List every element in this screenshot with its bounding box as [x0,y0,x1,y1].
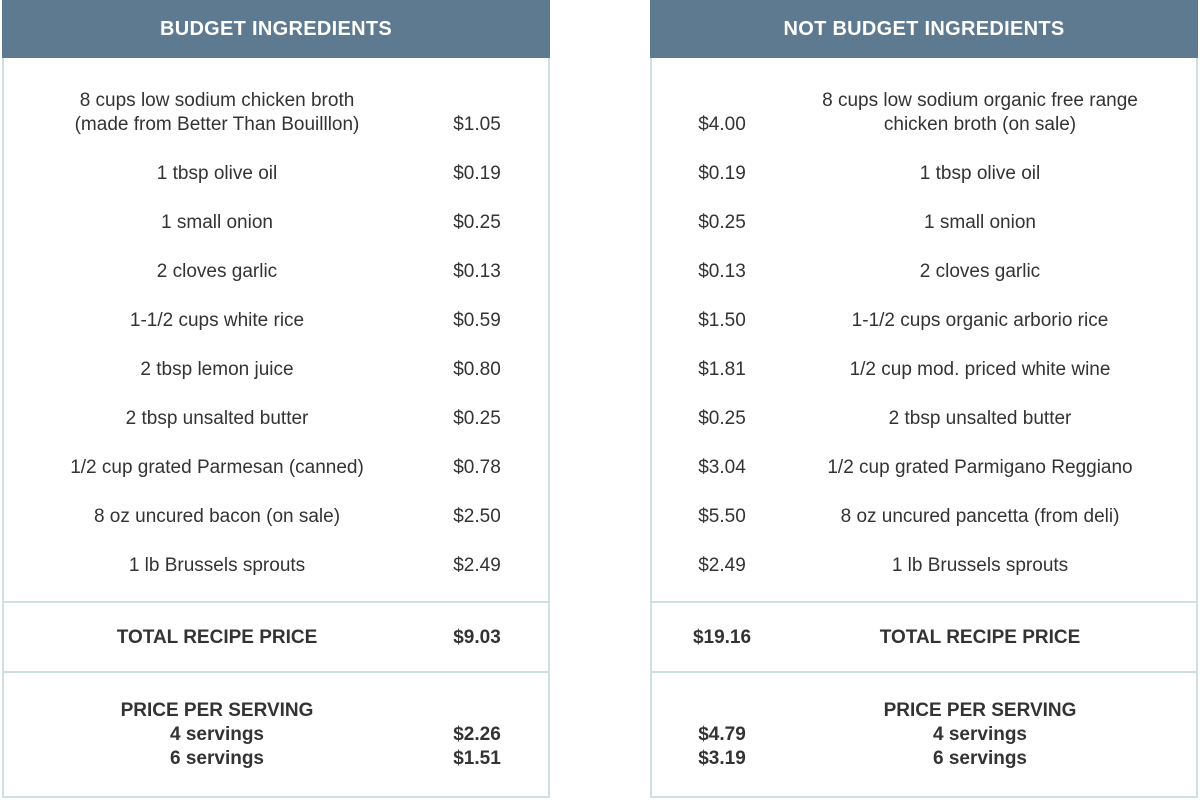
ingredient-name: 8 cups low sodium chicken broth (made fro… [32,89,402,137]
serving-label: 4 servings [170,724,264,745]
budget-panel: BUDGET INGREDIENTS 8 cups low sodium chi… [2,0,550,798]
ingredient-name: 2 tbsp lemon juice [32,358,402,382]
ingredient-name: 1/2 cup grated Parmesan (canned) [32,456,402,480]
not-budget-panel-header: NOT BUDGET INGREDIENTS [650,0,1198,58]
divider [4,601,548,603]
ingredient-price: $1.50 [698,310,746,331]
divider [652,601,1196,603]
ingredient-price: $0.25 [453,408,501,429]
ingredient-name-line: 1 lb Brussels sprouts [128,555,306,576]
serving-labels: PRICE PER SERVING 4 servings 6 servings [790,699,1170,771]
not-budget-panel: NOT BUDGET INGREDIENTS $4.00 8 cups low s… [650,0,1198,798]
ingredient-price: $0.59 [453,310,501,331]
ingredient-price: $2.49 [698,555,746,576]
ingredient-name: 1 small onion [790,211,1170,235]
ingredient-name: 2 tbsp unsalted butter [32,407,402,431]
serving-price: $1.51 [453,748,501,769]
ingredient-name-line: 1 small onion [924,212,1036,233]
ingredient-name-line: 2 tbsp unsalted butter [888,408,1072,429]
ingredient-name-line: chicken broth (on sale) [883,114,1077,135]
ingredient-name: 8 oz uncured pancetta (from deli) [790,505,1170,529]
ingredient-name-line: 2 cloves garlic [156,261,278,282]
ingredient-name-line: 8 oz uncured pancetta (from deli) [840,506,1120,527]
ingredient-price: $0.25 [698,408,746,429]
serving-prices: $4.79 $3.19 [662,699,782,771]
ingredient-price: $0.19 [698,163,746,184]
ingredient-name-line: 1 tbsp olive oil [919,163,1041,184]
not-budget-panel-body [650,58,1198,798]
ingredient-name-line: 1-1/2 cups organic arborio rice [851,310,1109,331]
ingredient-name-line: 1/2 cup grated Parmigano Reggiano [827,457,1133,478]
ingredient-name-line: 1 lb Brussels sprouts [891,555,1069,576]
ingredient-name-line: 1/2 cup mod. priced white wine [849,359,1111,380]
serving-price: $2.26 [453,724,501,745]
ingredient-name: 1/2 cup mod. priced white wine [790,358,1170,382]
ingredient-name: 1 tbsp olive oil [790,162,1170,186]
ingredient-name-line: 8 cups low sodium organic free range [822,90,1138,111]
ingredient-name-line: 2 tbsp unsalted butter [125,408,309,429]
total-price: $9.03 [453,627,501,648]
ingredient-name-line: 2 tbsp lemon juice [140,359,294,380]
ingredient-name: 1 lb Brussels sprouts [32,554,402,578]
ingredient-price: $1.81 [698,359,746,380]
budget-panel-header: BUDGET INGREDIENTS [2,0,550,58]
serving-labels: PRICE PER SERVING 4 servings 6 servings [32,699,402,771]
ingredient-price: $2.50 [453,506,501,527]
ingredient-name: 8 oz uncured bacon (on sale) [32,505,402,529]
ingredient-name-line: 1 tbsp olive oil [156,163,278,184]
ingredient-name: 2 cloves garlic [790,260,1170,284]
ingredient-price: $0.13 [453,261,501,282]
ingredient-price: $0.80 [453,359,501,380]
ingredient-name: 1-1/2 cups white rice [32,309,402,333]
ingredient-name-line: 1-1/2 cups white rice [129,310,305,331]
ingredient-name: 2 tbsp unsalted butter [790,407,1170,431]
ingredient-name: 1 tbsp olive oil [32,162,402,186]
total-price: $19.16 [692,627,752,648]
ingredient-name-line: 8 cups low sodium chicken broth [79,90,355,111]
serving-prices: $2.26 $1.51 [422,699,532,771]
ingredient-price: $4.00 [698,114,746,135]
divider [4,671,548,673]
ingredient-price: $0.13 [698,261,746,282]
ingredient-name: 8 cups low sodium organic free range chic… [790,89,1170,137]
ingredient-name: 1-1/2 cups organic arborio rice [790,309,1170,333]
ingredient-name: 2 cloves garlic [32,260,402,284]
ingredient-name-line: (made from Better Than Bouilllon) [74,114,360,135]
ingredient-name-line: 2 cloves garlic [919,261,1041,282]
ingredient-price: $0.25 [453,212,501,233]
serving-label: 4 servings [933,724,1027,745]
ingredient-price: $1.05 [453,114,501,135]
total-label: TOTAL RECIPE PRICE [116,627,318,648]
ingredient-price: $0.25 [698,212,746,233]
ingredient-name: 1/2 cup grated Parmigano Reggiano [790,456,1170,480]
ingredient-price: $3.04 [698,457,746,478]
ingredient-price: $5.50 [698,506,746,527]
ingredient-price: $2.49 [453,555,501,576]
serving-price: $4.79 [698,724,746,745]
ingredient-name-line: 1 small onion [161,212,273,233]
ingredient-name-line: 1/2 cup grated Parmesan (canned) [70,457,364,478]
ingredient-name: 1 small onion [32,211,402,235]
ingredient-price: $0.19 [453,163,501,184]
ingredient-name: 1 lb Brussels sprouts [790,554,1170,578]
ingredient-price: $0.78 [453,457,501,478]
budget-panel-body [2,58,550,798]
divider [652,671,1196,673]
serving-label: 6 servings [170,748,264,769]
total-label: TOTAL RECIPE PRICE [879,627,1081,648]
ingredient-name-line: 8 oz uncured bacon (on sale) [93,506,341,527]
serving-header: PRICE PER SERVING [120,700,314,721]
serving-price: $3.19 [698,748,746,769]
serving-header: PRICE PER SERVING [883,700,1077,721]
serving-label: 6 servings [933,748,1027,769]
